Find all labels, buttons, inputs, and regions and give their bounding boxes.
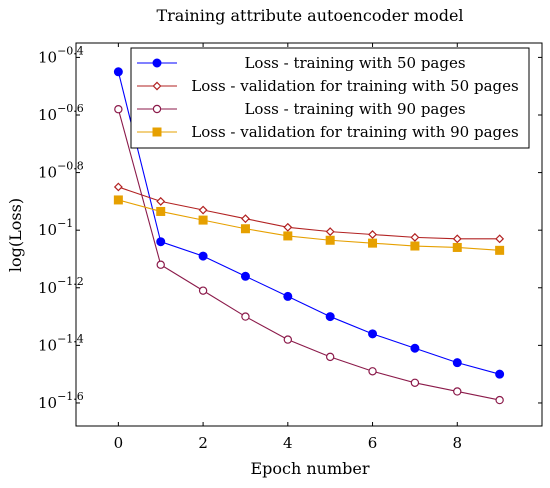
data-point	[368, 230, 377, 239]
data-point	[283, 335, 293, 344]
data-point	[325, 227, 335, 237]
data-point	[156, 260, 165, 269]
data-point	[283, 291, 293, 301]
data-point	[325, 235, 335, 245]
x-tick-label: 4	[283, 434, 293, 452]
series-4	[113, 195, 505, 255]
y-tick-label: 10−0.8	[38, 160, 84, 182]
data-point	[198, 215, 208, 225]
data-point	[198, 251, 208, 261]
chart-title: Training attribute autoencoder model	[156, 6, 463, 25]
data-point	[410, 343, 420, 353]
data-point	[368, 329, 378, 339]
series-3	[114, 105, 504, 405]
legend-entry: Loss - validation for training with 90 p…	[191, 123, 518, 141]
series-1	[113, 67, 505, 379]
data-point	[410, 241, 420, 251]
data-point	[240, 271, 250, 281]
data-point	[452, 242, 462, 252]
data-point	[368, 367, 377, 376]
data-point	[368, 238, 378, 248]
data-point	[452, 358, 462, 368]
data-point	[156, 206, 166, 216]
legend-entry: Loss - training with 50 pages	[244, 54, 465, 72]
data-point	[452, 234, 462, 244]
plot-frame	[75, 42, 543, 427]
x-tick-label: 0	[114, 434, 124, 452]
data-point	[410, 378, 420, 388]
y-tick-label: 10−0.4	[38, 44, 84, 66]
y-tick-label: 10−1	[38, 217, 73, 239]
data-point	[113, 67, 123, 77]
data-point	[495, 245, 505, 255]
series-2	[113, 182, 505, 244]
series-line	[118, 199, 500, 251]
y-tick-label: 10−0.6	[38, 102, 84, 124]
data-point	[113, 195, 123, 205]
data-point	[156, 196, 166, 206]
data-point	[410, 232, 420, 242]
x-tick-label: 8	[452, 434, 462, 452]
y-tick-label: 10−1.2	[38, 275, 84, 297]
y-tick-label: 10−1.4	[38, 332, 84, 354]
data-point	[240, 224, 250, 234]
data-point	[156, 237, 166, 247]
series-line	[117, 109, 500, 401]
data-point	[453, 387, 462, 396]
legend-swatch-marker	[152, 81, 162, 91]
data-point	[198, 286, 208, 295]
data-point	[241, 214, 250, 224]
data-point	[495, 234, 505, 244]
x-tick-label: 2	[198, 434, 208, 452]
x-tick-label: 6	[368, 434, 378, 452]
data-point	[114, 105, 123, 114]
series-line	[117, 71, 500, 375]
legend-swatch-marker	[152, 58, 162, 68]
legend-swatch-marker	[152, 127, 162, 137]
y-axis-label: log(Loss)	[6, 198, 25, 272]
data-point	[283, 231, 293, 241]
data-point	[495, 395, 504, 405]
data-point	[241, 312, 250, 321]
y-tick-label: 10−1.6	[38, 390, 84, 412]
legend	[130, 47, 530, 149]
data-point	[325, 352, 335, 362]
legend-entry: Loss - validation for training with 50 p…	[191, 77, 518, 95]
data-point	[325, 312, 335, 322]
x-axis-label: Epoch number	[250, 459, 369, 478]
legend-swatch-marker	[152, 104, 162, 114]
data-point	[283, 222, 293, 232]
data-point	[198, 205, 208, 215]
data-point	[495, 369, 505, 379]
series-line	[118, 186, 500, 240]
data-point	[113, 182, 123, 192]
legend-entry: Loss - training with 90 pages	[244, 100, 465, 118]
